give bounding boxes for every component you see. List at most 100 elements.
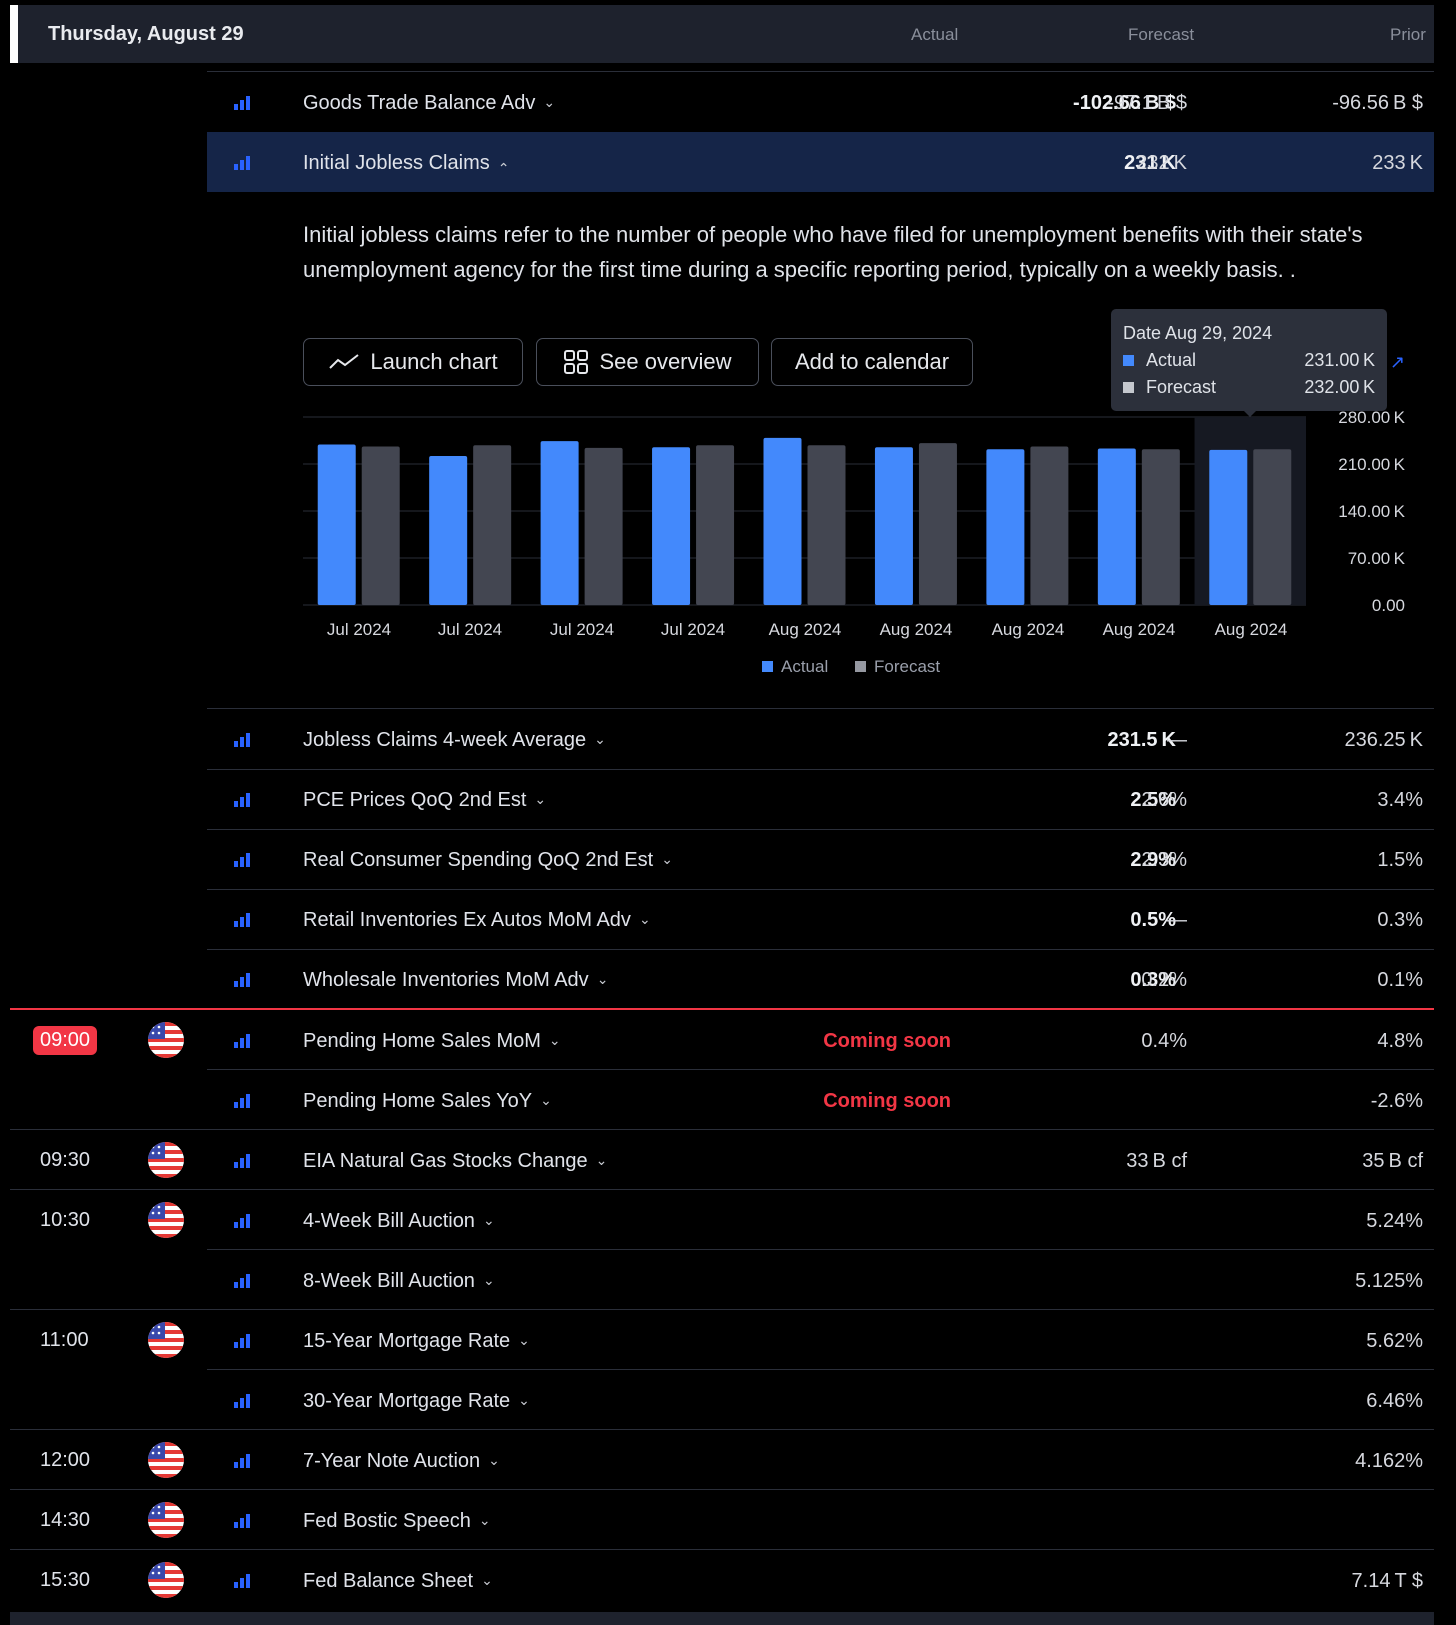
importance-icon xyxy=(234,1454,252,1468)
chevron-down-icon[interactable]: ⌄ xyxy=(638,911,651,927)
event-name: Retail Inventories Ex Autos MoM Adv xyxy=(303,909,631,931)
event-prior: 0.3% xyxy=(1377,909,1423,931)
bar-actual[interactable] xyxy=(540,441,579,605)
chevron-down-icon[interactable]: ⌄ xyxy=(481,1572,493,1588)
event-row[interactable]: 12:00 7-Year Note Auction ⌄ 4.162% xyxy=(0,1430,1456,1490)
chevron-down-icon[interactable]: ⌄ xyxy=(478,1512,491,1528)
divider xyxy=(10,1129,1434,1130)
chevron-down-icon[interactable]: ⌄ xyxy=(518,1392,530,1408)
bar-actual[interactable] xyxy=(763,437,802,605)
legend-actual[interactable]: Actual xyxy=(762,657,828,677)
event-row[interactable]: Pending Home Sales YoY ⌄ Coming soon -2.6% xyxy=(0,1070,1456,1130)
x-tick: Jul 2024 xyxy=(326,620,392,639)
date-title: Thursday, August 29 xyxy=(48,23,244,45)
event-prior: 7.14 T $ xyxy=(1351,1570,1423,1592)
bar-forecast[interactable] xyxy=(473,445,512,605)
importance-icon xyxy=(234,1514,252,1528)
event-prior: 1.5% xyxy=(1377,849,1423,871)
divider xyxy=(10,1309,1434,1310)
legend-forecast[interactable]: Forecast xyxy=(855,657,940,677)
event-prior: 0.1% xyxy=(1377,969,1423,991)
bar-forecast[interactable] xyxy=(918,443,957,605)
divider xyxy=(207,1249,1434,1250)
bar-forecast[interactable] xyxy=(1253,449,1292,605)
chevron-down-icon[interactable]: ⌄ xyxy=(596,971,609,987)
chevron-down-icon[interactable]: ⌄ xyxy=(534,791,547,807)
event-actual: Coming soon xyxy=(823,1030,951,1052)
event-row[interactable]: Jobless Claims 4-week Average ⌄ 231.5 K —… xyxy=(207,709,1434,770)
chevron-down-icon[interactable]: ⌄ xyxy=(594,731,606,747)
add-to-calendar-button[interactable]: Add to calendar xyxy=(771,338,973,386)
us-flag-icon xyxy=(148,1202,184,1238)
bar-actual[interactable] xyxy=(429,455,468,605)
event-row[interactable]: 30-Year Mortgage Rate ⌄ 6.46% xyxy=(0,1370,1456,1430)
see-overview-button[interactable]: See overview xyxy=(536,338,759,386)
event-prior: 4.8% xyxy=(1377,1030,1423,1052)
chevron-down-icon[interactable]: ⌄ xyxy=(543,94,556,110)
y-tick: 0.00 xyxy=(1371,596,1405,615)
chevron-down-icon[interactable]: ⌄ xyxy=(661,851,673,867)
us-flag-icon xyxy=(148,1562,184,1598)
event-forecast: 33 B cf xyxy=(1126,1150,1187,1172)
event-row[interactable]: 14:30 Fed Bostic Speech ⌄ xyxy=(0,1490,1456,1550)
event-row[interactable]: Retail Inventories Ex Autos MoM Adv ⌄ 0.5… xyxy=(207,889,1434,950)
event-name: Wholesale Inventories MoM Adv xyxy=(303,969,589,991)
chevron-down-icon[interactable]: ⌄ xyxy=(482,1212,495,1228)
tooltip-label: Forecast xyxy=(1146,377,1217,397)
chevron-down-icon[interactable]: ⌄ xyxy=(540,1092,552,1108)
y-tick: 280.00 K xyxy=(1338,408,1405,427)
bar-forecast[interactable] xyxy=(361,446,400,605)
bar-actual[interactable] xyxy=(652,447,691,605)
chevron-down-icon[interactable]: ⌄ xyxy=(548,1032,561,1048)
col-forecast: Forecast xyxy=(1128,25,1195,44)
external-link-icon[interactable]: ↗ xyxy=(1390,352,1406,372)
event-row[interactable]: 8-Week Bill Auction ⌄ 5.125% xyxy=(0,1250,1456,1310)
bar-forecast[interactable] xyxy=(1030,446,1069,605)
event-name: Pending Home Sales MoM xyxy=(303,1030,541,1052)
tooltip-swatch xyxy=(1123,355,1134,366)
event-row[interactable]: Goods Trade Balance Adv ⌄ -102.66 B $ -97… xyxy=(207,72,1434,133)
bar-forecast[interactable] xyxy=(1141,449,1180,605)
chevron-down-icon[interactable]: ⌄ xyxy=(518,1332,530,1348)
event-forecast: 2.3% xyxy=(1141,849,1187,871)
event-row[interactable]: Wholesale Inventories MoM Adv ⌄ 0.3% 0.2%… xyxy=(207,949,1434,1010)
event-row-selected[interactable]: Initial Jobless Claims ⌃ 231 K 232 K 233 … xyxy=(207,132,1434,192)
importance-icon xyxy=(234,96,252,110)
bar-actual[interactable] xyxy=(317,444,356,605)
bar-forecast[interactable] xyxy=(696,445,735,605)
chevron-down-icon[interactable]: ⌄ xyxy=(482,1272,495,1288)
see-overview-label: See overview xyxy=(599,349,732,374)
event-row[interactable]: PCE Prices QoQ 2nd Est ⌄ 2.5% 2.6% 3.4% xyxy=(207,769,1434,830)
bar-forecast[interactable] xyxy=(584,447,623,605)
bar-actual[interactable] xyxy=(986,449,1025,605)
event-row[interactable]: 11:00 15-Year Mortgage Rate ⌄ 5.62% xyxy=(0,1310,1456,1370)
chevron-down-icon[interactable]: ⌄ xyxy=(595,1152,608,1168)
launch-chart-button[interactable]: Launch chart xyxy=(303,338,523,386)
col-actual: Actual xyxy=(911,25,959,44)
bar-actual[interactable] xyxy=(874,447,913,605)
divider xyxy=(207,708,1434,709)
bar-forecast[interactable] xyxy=(807,445,846,605)
divider xyxy=(10,1429,1434,1430)
event-forecast: -97.1 B $ xyxy=(1107,92,1187,114)
chevron-up-icon[interactable]: ⌃ xyxy=(497,160,510,176)
event-prior: -2.6% xyxy=(1370,1090,1423,1112)
tooltip-forecast: Forecast 232.00 K xyxy=(1123,377,1375,398)
tooltip-date: Date Aug 29, 2024 xyxy=(1123,323,1273,343)
event-row[interactable]: 09:30 EIA Natural Gas Stocks Change ⌄ 33 B… xyxy=(0,1130,1456,1190)
bar-actual[interactable] xyxy=(1209,449,1248,605)
event-row[interactable]: 15:30 Fed Balance Sheet ⌄ 7.14 T $ xyxy=(0,1550,1456,1610)
legend-label: Actual xyxy=(781,657,829,676)
divider xyxy=(10,1549,1434,1550)
event-row[interactable]: Real Consumer Spending QoQ 2nd Est ⌄ 2.9%… xyxy=(207,829,1434,890)
importance-icon xyxy=(234,1214,252,1228)
chevron-down-icon[interactable]: ⌄ xyxy=(488,1452,500,1468)
event-prior: 236.25 K xyxy=(1344,729,1423,751)
event-row[interactable]: 10:30 4-Week Bill Auction ⌄ 5.24% xyxy=(0,1190,1456,1250)
divider xyxy=(207,1369,1434,1370)
bar-actual[interactable] xyxy=(1097,448,1136,605)
x-tick: Jul 2024 xyxy=(437,620,503,639)
event-row[interactable]: 09:00 Pending Home Sales MoM ⌄ Coming soon… xyxy=(0,1010,1456,1070)
event-actual: 231 K xyxy=(1124,152,1176,174)
event-actual: 231.5 K xyxy=(1107,729,1177,751)
